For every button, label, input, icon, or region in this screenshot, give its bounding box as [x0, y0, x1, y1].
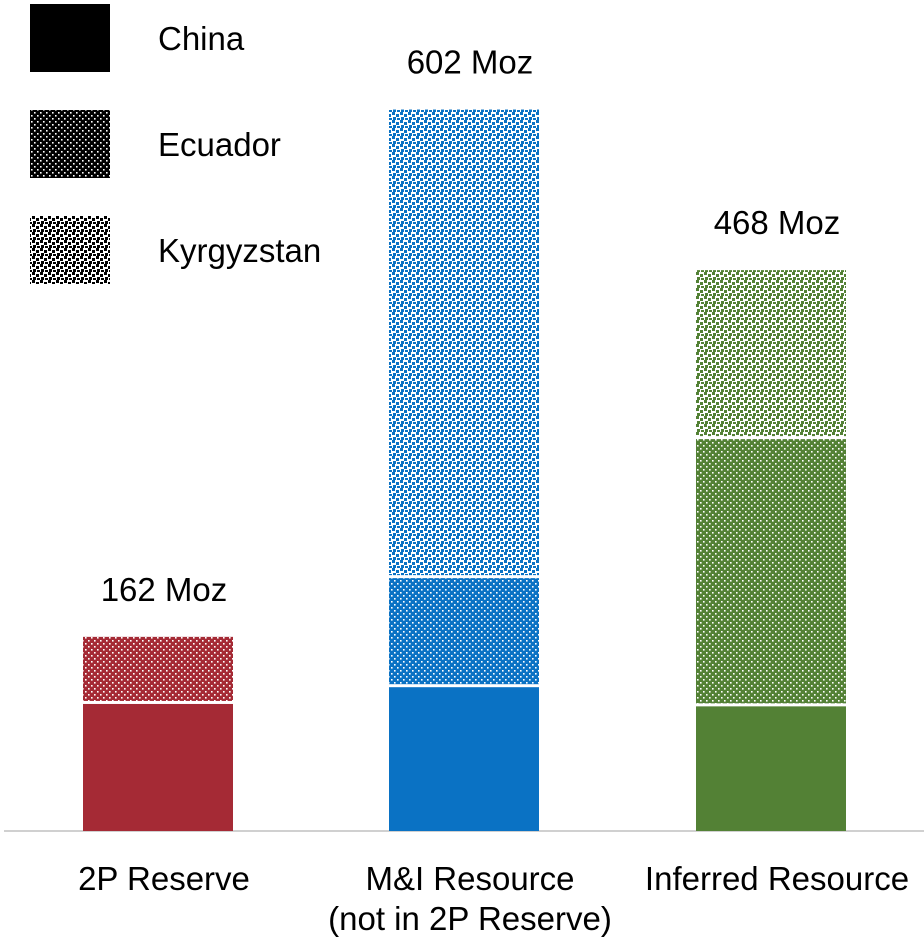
bar-ecuador-2: [696, 439, 846, 704]
legend-swatch-ecuador: [30, 110, 110, 178]
total-label: 162 Moz: [101, 571, 228, 608]
legend-label-ecuador: Ecuador: [158, 126, 281, 163]
legend-label-china: China: [158, 20, 245, 57]
category-label: M&I Resource: [365, 860, 574, 897]
legend-label-kyrgyzstan: Kyrgyzstan: [158, 232, 321, 269]
bars: [83, 109, 846, 831]
legend-swatch-china: [30, 4, 110, 72]
legend: China Ecuador Kyrgyzstan: [30, 4, 321, 284]
labels: 162 Moz 2P Reserve 602 Moz M&I Resource(not…: [78, 44, 909, 937]
total-label: 602 Moz: [407, 44, 534, 81]
bar-kyrgyzstan-1: [389, 109, 539, 576]
category-label: Inferred Resource: [645, 860, 909, 897]
bar-kyrgyzstan-2: [696, 270, 846, 437]
category-label: (not in 2P Reserve): [328, 900, 612, 937]
total-label: 468 Moz: [714, 204, 841, 241]
bar-china-2: [696, 706, 846, 831]
bar-china-1: [389, 687, 539, 831]
bar-ecuador-1: [389, 578, 539, 685]
category-label: 2P Reserve: [78, 860, 250, 897]
bar-china-0: [83, 703, 233, 831]
bar-ecuador-0: [83, 636, 233, 701]
legend-swatch-kyrgyzstan: [30, 216, 110, 284]
